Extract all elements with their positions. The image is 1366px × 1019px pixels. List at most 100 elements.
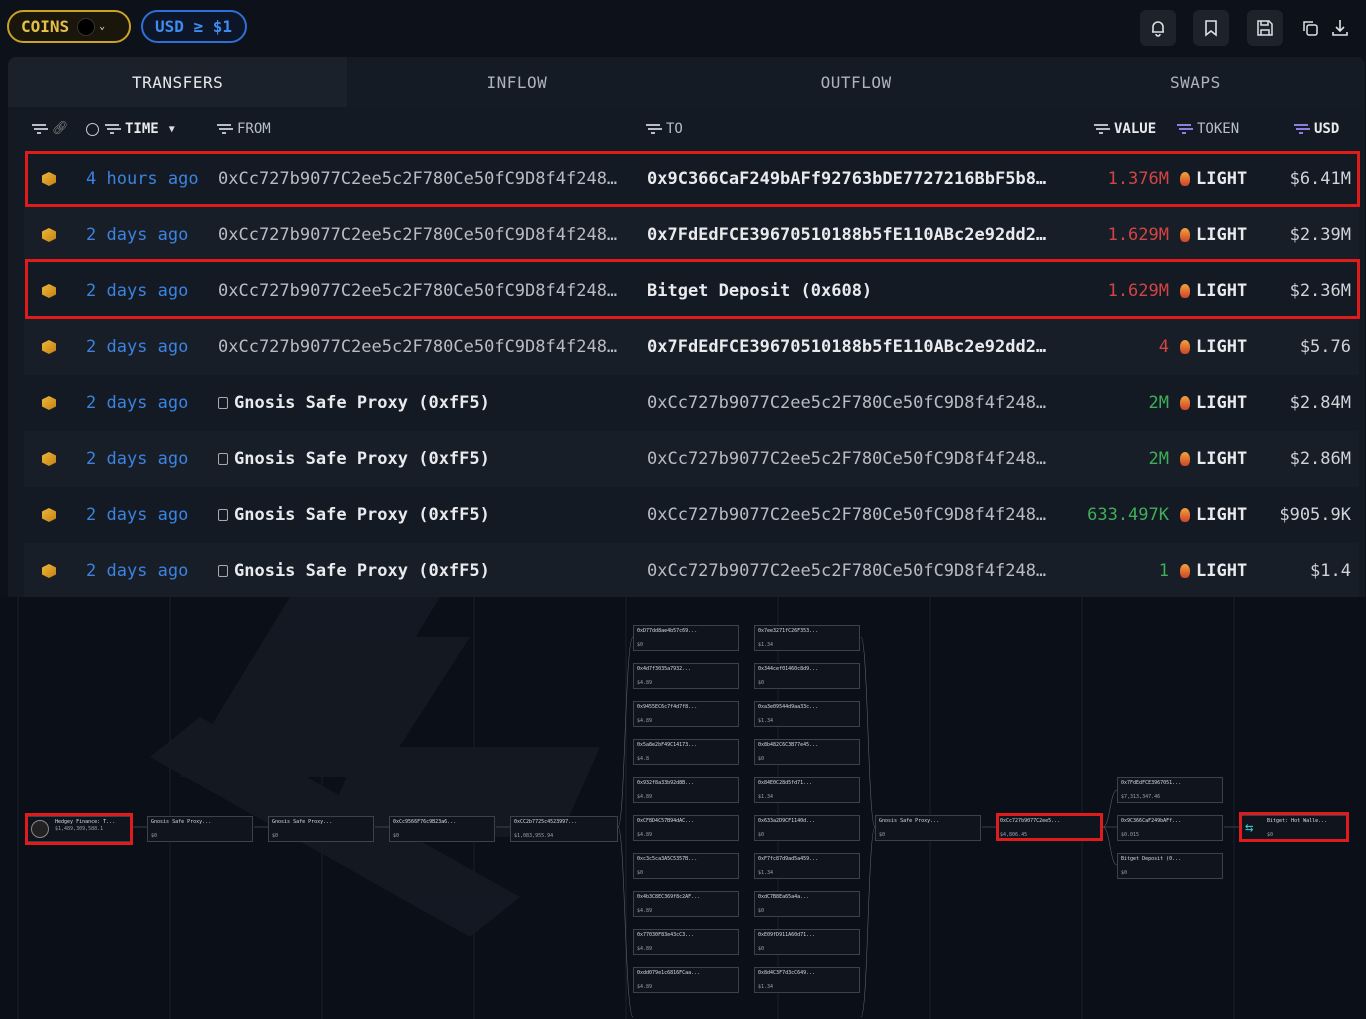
graph-node[interactable]: 0x77030F83e43cC3... $4.89 <box>633 929 739 955</box>
graph-node[interactable]: 0xCc9566F76c9B23a6... $0 <box>389 816 495 842</box>
bookmark-button[interactable] <box>1193 10 1229 46</box>
graph-node[interactable]: 0x8b482C6C3B77e45... $0 <box>754 739 860 765</box>
from-entity[interactable]: Gnosis Safe Proxy (0xfF5) <box>218 487 628 543</box>
from-entity[interactable]: Gnosis Safe Proxy (0xfF5) <box>218 543 628 597</box>
from-address[interactable]: 0xCc727b9077C2ee5c2F780Ce50fC9D8f4f248… <box>218 169 618 189</box>
time-link[interactable]: 2 days ago <box>86 449 189 469</box>
to-address[interactable]: 0xCc727b9077C2ee5c2F780Ce50fC9D8f4f248… <box>647 449 1047 469</box>
to-address[interactable]: 0x7FdEdFCE39670510188b5fE110ABc2e92dd2… <box>647 337 1047 357</box>
graph-node[interactable]: 0x932f8a33b92d8B... $4.89 <box>633 777 739 803</box>
time-link[interactable]: 2 days ago <box>86 225 189 245</box>
graph-node[interactable]: Gnosis Safe Proxy... $0 <box>268 816 374 842</box>
graph-node[interactable]: 0xCC2b7725c4523997... $1,083,955.94 <box>510 816 618 842</box>
graph-node[interactable]: 0x9455EC6c7f4d7f8... $4.89 <box>633 701 739 727</box>
table-row[interactable]: 2 days ago 0xCc727b9077C2ee5c2F780Ce50fC… <box>24 263 1359 319</box>
table-row[interactable]: 2 days ago Gnosis Safe Proxy (0xfF5) 0xC… <box>24 543 1359 597</box>
table-row[interactable]: 4 hours ago 0xCc727b9077C2ee5c2F780Ce50f… <box>24 151 1359 207</box>
chain-icon <box>42 151 62 207</box>
table-row[interactable]: 2 days ago Gnosis Safe Proxy (0xfF5) 0xC… <box>24 375 1359 431</box>
graph-node[interactable]: 0xCc727b9077C2ee5... $4,806.45 <box>996 815 1102 841</box>
token-cell[interactable]: LIGHT <box>1180 151 1247 207</box>
token-cell[interactable]: LIGHT <box>1180 207 1247 263</box>
from-address[interactable]: 0xCc727b9077C2ee5c2F780Ce50fC9D8f4f248… <box>218 225 618 245</box>
graph-node[interactable]: 0x8d4C3F7d3cC649... $1.34 <box>754 967 860 993</box>
to-address[interactable]: Bitget Deposit (0x608) <box>647 281 873 301</box>
graph-node[interactable]: 0xD77dd8ae4b57c69... $0 <box>633 625 739 651</box>
flow-graph[interactable]: Hedgey Finance: T... $1,489,309,588.1 Gno… <box>0 597 1366 1019</box>
graph-node[interactable]: 0xF7fc87d9ad5a459... $1.34 <box>754 853 860 879</box>
filter-icon <box>1294 124 1308 134</box>
tab-outflow[interactable]: OUTFLOW <box>820 72 892 92</box>
graph-node[interactable]: 0xdC7B8Ea65a4a... $0 <box>754 891 860 917</box>
token-cell[interactable]: LIGHT <box>1180 431 1247 487</box>
time-link[interactable]: 2 days ago <box>86 561 189 581</box>
graph-node[interactable]: 0x344cef01460c8d9... $0 <box>754 663 860 689</box>
graph-node[interactable]: 0xCF8D4C57B94dAC... $4.89 <box>633 815 739 841</box>
node-value: $0 <box>1267 832 1274 838</box>
table-row[interactable]: 2 days ago 0xCc727b9077C2ee5c2F780Ce50fC… <box>24 319 1359 375</box>
tab-inflow[interactable]: INFLOW <box>486 72 548 92</box>
graph-node[interactable]: 0x7ee3271fC26F353... $1.34 <box>754 625 860 651</box>
usd-column-header[interactable]: USD <box>1294 121 1339 137</box>
to-address[interactable]: 0x7FdEdFCE39670510188b5fE110ABc2e92dd2… <box>647 225 1047 245</box>
graph-node[interactable]: 0xE09fD911A60d71... $0 <box>754 929 860 955</box>
graph-node[interactable]: Bitget Deposit (0... $0 <box>1117 853 1223 879</box>
graph-node[interactable]: 0x5a8e2bF49C14173... $4.8 <box>633 739 739 765</box>
token-cell[interactable]: LIGHT <box>1180 263 1247 319</box>
download-button[interactable] <box>1326 14 1354 42</box>
node-title: Hedgey Finance: T... <box>55 819 116 825</box>
node-value: $1.34 <box>758 794 774 800</box>
alert-bell-button[interactable] <box>1140 10 1176 46</box>
graph-node[interactable]: 0x633a2D9CF1140d... $0 <box>754 815 860 841</box>
token-cell[interactable]: LIGHT <box>1180 487 1247 543</box>
graph-node[interactable]: 0x84E0C28d5fd71... $1.34 <box>754 777 860 803</box>
graph-node[interactable]: 0x9C366CaF249bAFf... $0.015 <box>1117 815 1223 841</box>
to-address[interactable]: 0x9C366CaF249bAFf92763bDE7727216BbF5b8… <box>647 169 1047 189</box>
contract-icon <box>218 397 228 409</box>
graph-node[interactable]: 0xa3e09544d9aa33c... $1.34 <box>754 701 860 727</box>
graph-node-hedgey[interactable]: Hedgey Finance: T... $1,489,309,588.1 <box>27 816 131 842</box>
copy-button[interactable] <box>1296 14 1324 42</box>
from-address[interactable]: 0xCc727b9077C2ee5c2F780Ce50fC9D8f4f248… <box>218 337 618 357</box>
time-link[interactable]: 2 days ago <box>86 337 189 357</box>
coins-filter-button[interactable]: COINS ⌄ <box>7 10 131 43</box>
token-cell[interactable]: LIGHT <box>1180 375 1247 431</box>
graph-node[interactable]: Gnosis Safe Proxy... $0 <box>147 816 253 842</box>
to-address[interactable]: 0xCc727b9077C2ee5c2F780Ce50fC9D8f4f248… <box>647 505 1047 525</box>
graph-node[interactable]: 0xdd079e1c6816FCaa... $4.89 <box>633 967 739 993</box>
time-link[interactable]: 2 days ago <box>86 281 189 301</box>
table-row[interactable]: 2 days ago Gnosis Safe Proxy (0xfF5) 0xC… <box>24 487 1359 543</box>
from-entity[interactable]: Gnosis Safe Proxy (0xfF5) <box>218 431 628 487</box>
usd-value: $1.4 <box>1310 561 1351 581</box>
table-row[interactable]: 2 days ago Gnosis Safe Proxy (0xfF5) 0xC… <box>24 431 1359 487</box>
graph-node-bitget-hot-wallet[interactable]: ⇆ Bitget: Hot Walle... $0 <box>1241 815 1347 841</box>
value-column-header[interactable]: VALUE <box>1094 121 1156 137</box>
token-cell[interactable]: LIGHT <box>1180 543 1247 597</box>
filter-link-header[interactable]: 🔗︎ <box>32 121 69 136</box>
tab-swaps[interactable]: SWAPS <box>1170 72 1221 92</box>
save-button[interactable] <box>1247 10 1283 46</box>
usd-filter-button[interactable]: USD ≥ $1 <box>141 10 247 43</box>
time-column-header[interactable]: TIME ▼ <box>86 121 175 137</box>
from-address[interactable]: 0xCc727b9077C2ee5c2F780Ce50fC9D8f4f248… <box>218 281 618 301</box>
graph-node[interactable]: 0x4b3C8EC369f8c2AF... $4.89 <box>633 891 739 917</box>
time-link[interactable]: 2 days ago <box>86 505 189 525</box>
transfer-value: 1 <box>1158 561 1169 581</box>
graph-node[interactable]: Gnosis Safe Proxy... $0 <box>875 815 981 841</box>
graph-node[interactable]: 0x7FdEdFCE3967051... $7,313,347.46 <box>1117 777 1223 803</box>
token-column-header[interactable]: TOKEN <box>1177 121 1239 137</box>
node-value: $0 <box>272 833 279 839</box>
to-column-header[interactable]: TO <box>646 121 683 137</box>
token-cell[interactable]: LIGHT <box>1180 319 1247 375</box>
to-address[interactable]: 0xCc727b9077C2ee5c2F780Ce50fC9D8f4f248… <box>647 561 1047 581</box>
time-link[interactable]: 2 days ago <box>86 393 189 413</box>
from-entity[interactable]: Gnosis Safe Proxy (0xfF5) <box>218 375 628 431</box>
graph-node[interactable]: 0xc3c5ca3A5C5357B... $0 <box>633 853 739 879</box>
node-title: 0xCc727b9077C2ee5... <box>1000 818 1061 824</box>
from-column-header[interactable]: FROM <box>217 121 271 137</box>
tab-transfers[interactable]: TRANSFERS <box>8 57 348 107</box>
table-row[interactable]: 2 days ago 0xCc727b9077C2ee5c2F780Ce50fC… <box>24 207 1359 263</box>
time-link[interactable]: 4 hours ago <box>86 169 199 189</box>
graph-node[interactable]: 0x4d7f3035a7932... $4.89 <box>633 663 739 689</box>
to-address[interactable]: 0xCc727b9077C2ee5c2F780Ce50fC9D8f4f248… <box>647 393 1047 413</box>
